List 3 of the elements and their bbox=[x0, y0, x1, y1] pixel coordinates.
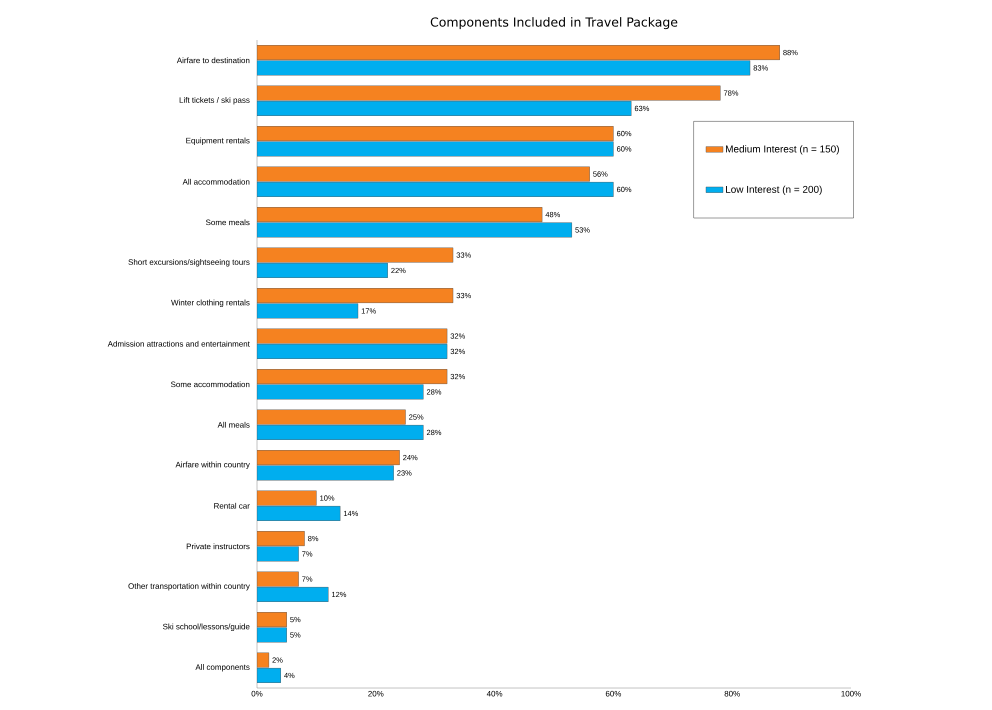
chart-title: Components Included in Travel Package bbox=[430, 17, 678, 30]
legend-label: Low Interest (n = 200) bbox=[726, 186, 822, 195]
legend-label: Medium Interest (n = 150) bbox=[726, 145, 839, 154]
